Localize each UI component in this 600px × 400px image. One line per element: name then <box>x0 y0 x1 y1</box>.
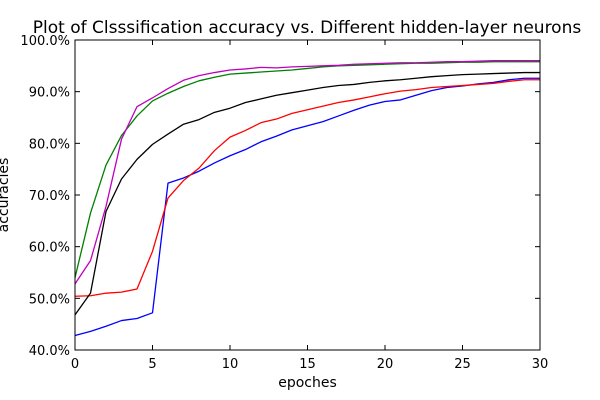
x-tick-label: 15 <box>299 357 316 372</box>
series-layer <box>74 60 540 337</box>
series-line-3 <box>74 71 540 316</box>
x-tick-label: 10 <box>222 357 239 372</box>
y-tick-label: 80.0% <box>29 137 70 152</box>
series-line-5 <box>74 60 540 285</box>
ticks-layer: 0 5 10 15 20 25 30 40.0% 50.0% 60.0% 70.0% 80.0% 90.… <box>20 34 548 372</box>
y-tick-label: 40.0% <box>29 344 70 359</box>
plot-frame <box>74 39 541 351</box>
x-tick-label: 30 <box>532 357 549 372</box>
y-tick-label: 90.0% <box>29 86 70 101</box>
x-tick-label: 0 <box>71 357 79 372</box>
y-tick-label: 60.0% <box>29 241 70 256</box>
y-axis-label: accuracies <box>0 158 12 233</box>
x-tick-label: 25 <box>454 357 471 372</box>
y-tick-label: 50.0% <box>29 292 70 307</box>
y-tick-label: 100.0% <box>20 34 70 49</box>
x-tick-label: 5 <box>148 357 156 372</box>
chart-title: Plot of Clsssification accuracy vs. Diff… <box>33 18 582 38</box>
x-axis-label: epoches <box>278 375 337 391</box>
y-tick-label: 70.0% <box>29 189 70 204</box>
x-tick-label: 20 <box>377 357 394 372</box>
series-line-2 <box>74 79 540 297</box>
